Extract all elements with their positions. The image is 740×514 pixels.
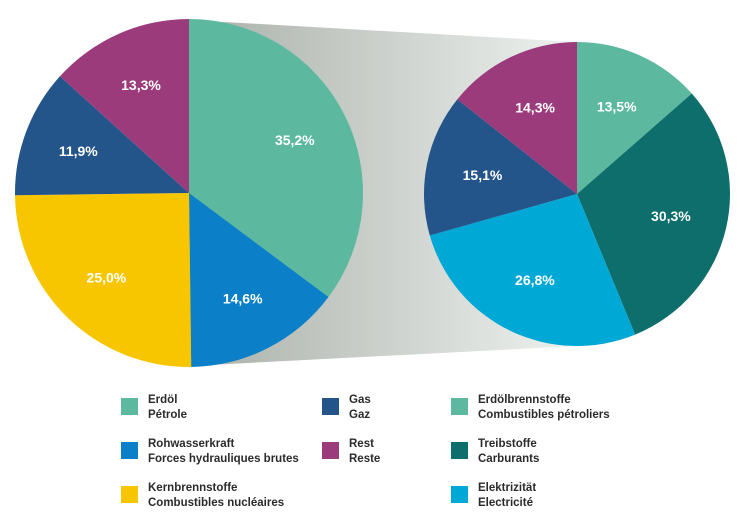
- pie-total-label-gas: 11,9%: [59, 143, 98, 159]
- legend-label-fr: Electricité: [478, 497, 533, 509]
- pie-final-slice-rest: [457, 42, 577, 194]
- legend-swatch-kernbrennstoffe: [121, 486, 138, 503]
- legend-label-de: Rohwasserkraft: [148, 438, 235, 450]
- legend-item-erdoel: Erdöl Pétrole: [121, 393, 187, 423]
- legend-label-de: Gas: [349, 394, 371, 406]
- pie-total-label-erdoel: 35,2%: [275, 132, 315, 148]
- legend-label-de: Erdöl: [148, 394, 178, 406]
- pie-total-slice-gas: [14, 76, 189, 196]
- legend-label-fr: Forces hydrauliques brutes: [148, 453, 299, 465]
- pie-final-consumption: 13,5% 30,3% 26,8% 15,1% 14,3%: [423, 42, 731, 346]
- pie-final-slice-gas: [423, 99, 577, 236]
- pie-total-slice-rest: [59, 19, 189, 193]
- legend-label-de: Rest: [349, 438, 374, 450]
- legend-item-erdoelbrennstoffe: Erdölbrennstoffe Combustibles pétroliers: [451, 393, 610, 423]
- pie-final-label-rest: 14,3%: [515, 100, 555, 116]
- legend-label-fr: Reste: [349, 453, 381, 465]
- legend-item-treibstoffe: Treibstoffe Carburants: [451, 437, 539, 467]
- legend-swatch-treibstoffe: [451, 442, 468, 459]
- pie-final-label-elektrizitaet: 26,8%: [515, 272, 555, 288]
- pie-final-slice-treibstoffe: [577, 93, 731, 335]
- pie-total-slice-kernbrennstoffe: [15, 193, 192, 368]
- legend-label-fr: Carburants: [478, 453, 540, 465]
- pie-total-slice-erdoel: [189, 18, 364, 298]
- legend-swatch-rest: [322, 442, 339, 459]
- pie-final-slice-elektrizitaet: [429, 194, 636, 346]
- legend-label-fr: Combustibles nucléaires: [148, 497, 285, 509]
- legend-label-de: Kernbrennstoffe: [148, 482, 238, 494]
- legend-swatch-erdoel: [121, 398, 138, 415]
- pie-final-label-treibstoffe: 30,3%: [651, 208, 691, 224]
- legend-item-rohwasserkraft: Rohwasserkraft Forces hydrauliques brutes: [121, 437, 299, 467]
- pie-final-label-erdoelbrennstoffe: 13,5%: [597, 99, 637, 115]
- legend-swatch-rohwasserkraft: [121, 442, 138, 459]
- pie-total-label-rohwasserkraft: 14,6%: [223, 290, 263, 306]
- pie-total-label-kernbrennstoffe: 25,0%: [87, 270, 127, 286]
- legend-item-elektrizitaet: Elektrizität Electricité: [451, 481, 536, 511]
- legend-swatch-gas: [322, 398, 339, 415]
- legend-item-kernbrennstoffe: Kernbrennstoffe Combustibles nucléaires: [121, 481, 284, 511]
- legend-label-fr: Gaz: [349, 409, 371, 421]
- legend-label-fr: Pétrole: [148, 409, 187, 421]
- pie-final-slice-erdoelbrennstoffe: [577, 42, 692, 194]
- legend-swatch-erdoelbrennstoffe: [451, 398, 468, 415]
- legend-label-de: Treibstoffe: [478, 438, 537, 450]
- pie-total-slice-rohwasserkraft: [189, 193, 329, 367]
- pie-total-label-rest: 13,3%: [121, 77, 161, 93]
- pie-final-label-gas: 15,1%: [463, 167, 503, 183]
- legend-label-fr: Combustibles pétroliers: [478, 409, 610, 421]
- legend-label-de: Erdölbrennstoffe: [478, 394, 571, 406]
- legend-item-rest: Rest Reste: [322, 437, 380, 467]
- pie-charts: 35,2% 14,6% 25,0% 11,9% 13,3% 13,5% 30,3% 26,8…: [14, 18, 731, 368]
- legend-item-gas: Gas Gaz: [322, 393, 371, 423]
- legend-swatch-elektrizitaet: [451, 486, 468, 503]
- legend-label-de: Elektrizität: [478, 482, 537, 494]
- pie-total-energy: 35,2% 14,6% 25,0% 11,9% 13,3%: [14, 18, 364, 368]
